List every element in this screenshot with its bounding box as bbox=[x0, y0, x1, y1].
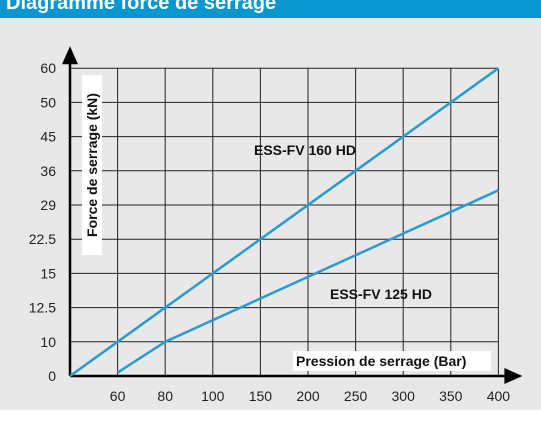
y-tick-label: 12.5 bbox=[29, 300, 56, 316]
x-tick-label: 300 bbox=[392, 388, 416, 404]
y-tick-label: 10 bbox=[40, 334, 56, 350]
header-bar: Diagramme force de serrage bbox=[0, 0, 541, 18]
y-tick-label: 29 bbox=[40, 197, 56, 213]
series-line bbox=[69, 67, 500, 378]
x-axis-arrow bbox=[504, 368, 523, 384]
x-axis-title-background bbox=[293, 351, 491, 371]
y-tick-label: 36 bbox=[40, 163, 56, 179]
y-axis-title-background bbox=[82, 75, 102, 255]
series-line bbox=[116, 189, 499, 374]
series-label: ESS-FV 160 HD bbox=[254, 142, 356, 158]
x-tick-label: 100 bbox=[201, 388, 225, 404]
force-chart: 60 80 100 150 200 250 300 350 400 0 10 12.5 15 22.5 29… bbox=[29, 46, 523, 404]
x-tick-label: 200 bbox=[296, 388, 320, 404]
series bbox=[69, 67, 500, 378]
x-tick-label: 60 bbox=[110, 388, 126, 404]
y-tick-label: 60 bbox=[40, 60, 56, 76]
y-tick-label: 22.5 bbox=[29, 231, 56, 247]
x-tick-label: 400 bbox=[487, 388, 511, 404]
x-tick-label: 350 bbox=[439, 388, 463, 404]
x-axis-title: Pression de serrage (Bar) bbox=[296, 353, 466, 369]
header-title: Diagramme force de serrage bbox=[6, 0, 277, 14]
y-tick-label: 45 bbox=[40, 129, 56, 145]
bottom-strip bbox=[0, 410, 541, 427]
ticks: 60 80 100 150 200 250 300 350 400 0 10 12.5 15 22.5 29… bbox=[29, 60, 511, 404]
series-label: ESS-FV 125 HD bbox=[330, 286, 432, 302]
y-tick-label: 50 bbox=[40, 94, 56, 110]
grid bbox=[70, 67, 499, 376]
y-axis-title: Force de serrage (kN) bbox=[84, 93, 100, 237]
x-tick-label: 250 bbox=[344, 388, 368, 404]
chart-panel: 60 80 100 150 200 250 300 350 400 0 10 12.5 15 22.5 29… bbox=[0, 18, 541, 410]
y-axis-arrow bbox=[62, 46, 78, 65]
x-tick-label: 80 bbox=[157, 388, 173, 404]
axes bbox=[62, 46, 523, 384]
y-tick-label: 0 bbox=[48, 368, 56, 384]
x-tick-label: 150 bbox=[249, 388, 273, 404]
labels: ESS-FV 160 HD ESS-FV 125 HD Pression de se… bbox=[82, 75, 491, 371]
y-tick-label: 15 bbox=[40, 265, 56, 281]
